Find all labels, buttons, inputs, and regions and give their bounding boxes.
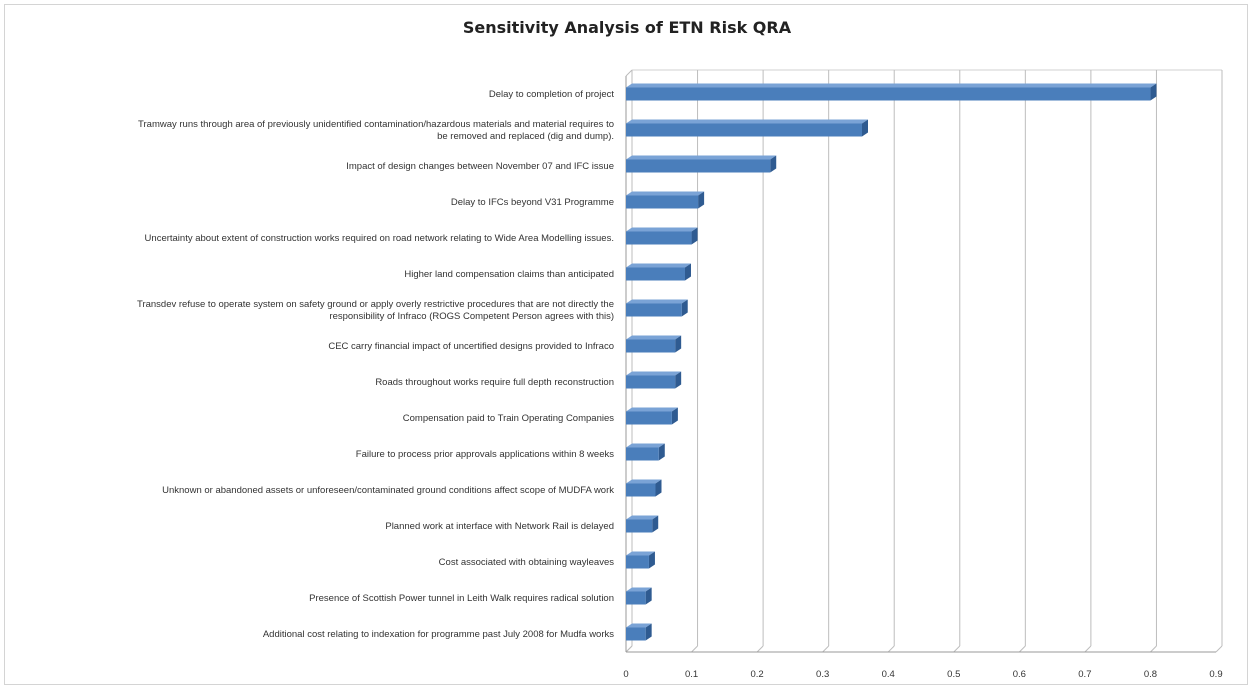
bar-side — [681, 299, 688, 317]
bar-top — [626, 515, 659, 520]
bar-top — [626, 407, 678, 412]
gridline-floor — [691, 645, 698, 653]
bar — [626, 195, 699, 209]
bar — [626, 267, 685, 281]
bar-side — [675, 371, 682, 389]
bars — [626, 83, 1157, 641]
category-label: Planned work at interface with Network R… — [385, 521, 614, 532]
bar — [626, 519, 653, 533]
bar-side — [1150, 83, 1157, 101]
x-tick-label: 0 — [623, 669, 628, 680]
category-label: Unknown or abandoned assets or unforesee… — [162, 485, 614, 496]
bar-top — [626, 479, 662, 484]
bar-top — [626, 155, 777, 160]
bar-top — [626, 335, 682, 340]
bar — [626, 591, 646, 605]
bar-side — [675, 335, 682, 353]
bar-top — [626, 299, 688, 304]
bar — [626, 555, 649, 569]
gridline-floor — [1215, 645, 1223, 653]
bar — [626, 447, 659, 461]
category-label: Uncertainty about extent of construction… — [145, 233, 614, 244]
bar-side — [770, 155, 777, 173]
category-label: Transdev refuse to operate system on saf… — [137, 299, 614, 310]
bar-side — [698, 191, 705, 209]
gridline-floor — [1018, 645, 1026, 653]
bar-top — [626, 119, 868, 124]
bar — [626, 411, 672, 425]
gridline-floor — [822, 645, 830, 653]
bar-side — [862, 119, 868, 137]
category-label: Roads throughout works require full dept… — [375, 377, 614, 388]
bar-side — [655, 479, 662, 497]
bar-top — [626, 263, 691, 268]
x-tick-label: 0.9 — [1209, 669, 1222, 680]
bar-top — [626, 191, 705, 196]
axis-depth-top — [625, 69, 633, 77]
category-label: Failure to process prior approvals appli… — [356, 449, 614, 460]
chart-title: Sensitivity Analysis of ETN Risk QRA — [462, 18, 792, 37]
bar — [626, 123, 862, 137]
bar-side — [691, 227, 698, 245]
x-tick-label: 0.7 — [1078, 669, 1091, 680]
bar-top — [626, 587, 652, 592]
bar-top — [626, 371, 682, 376]
bar-side — [685, 263, 691, 281]
bar-top — [626, 443, 665, 448]
x-tick-label: 0.3 — [816, 669, 829, 680]
gridline-floor — [953, 645, 961, 653]
bar — [626, 87, 1151, 101]
category-label: Presence of Scottish Power tunnel in Lei… — [309, 593, 614, 604]
x-tick-label: 0.4 — [882, 669, 895, 680]
bar-top — [626, 623, 652, 628]
bar-side — [648, 551, 655, 569]
bar — [626, 627, 646, 641]
gridline-floor — [1150, 645, 1157, 653]
category-label: Additional cost relating to indexation f… — [263, 629, 614, 640]
category-label: Tramway runs through area of previously … — [138, 119, 614, 130]
category-label: Compensation paid to Train Operating Com… — [403, 413, 614, 424]
bar-top — [626, 227, 698, 232]
bar-side — [645, 587, 652, 605]
category-label: Impact of design changes between Novembe… — [346, 161, 614, 172]
x-tick-label: 0.1 — [685, 669, 698, 680]
x-tick-label: 0.6 — [1013, 669, 1026, 680]
x-tick-label: 0.2 — [751, 669, 764, 680]
x-tick-labels: 0 0.1 0.2 0.3 0.4 0.5 0.6 0.7 0.8 0.9 — [623, 669, 1222, 680]
bar-top — [626, 83, 1157, 88]
category-label: responsibility of Infraco (ROGS Competen… — [329, 311, 614, 322]
category-label: Delay to completion of project — [489, 89, 615, 100]
bar-side — [671, 407, 678, 425]
bar-side — [652, 515, 659, 533]
category-label: CEC carry financial impact of uncertifie… — [328, 341, 614, 352]
category-label: Cost associated with obtaining wayleaves — [439, 557, 615, 568]
gridline-floor — [625, 645, 633, 653]
gridline-floor — [756, 645, 764, 653]
bar — [626, 375, 676, 389]
bar — [626, 339, 676, 353]
x-tick-label: 0.8 — [1144, 669, 1157, 680]
category-label: Delay to IFCs beyond V31 Programme — [451, 197, 614, 208]
bar-top — [626, 551, 655, 556]
category-labels: Delay to completion of project Tramway ru… — [137, 89, 614, 640]
bar-side — [658, 443, 665, 461]
gridline-floor — [887, 645, 895, 653]
bar — [626, 303, 682, 317]
bar — [626, 159, 771, 173]
category-label: be removed and replaced (dig and dump). — [437, 131, 614, 142]
gridline-floor — [1084, 645, 1092, 653]
bar — [626, 483, 656, 497]
bar-side — [645, 623, 652, 641]
bar — [626, 231, 692, 245]
category-label: Higher land compensation claims than ant… — [404, 269, 614, 280]
x-tick-label: 0.5 — [947, 669, 960, 680]
